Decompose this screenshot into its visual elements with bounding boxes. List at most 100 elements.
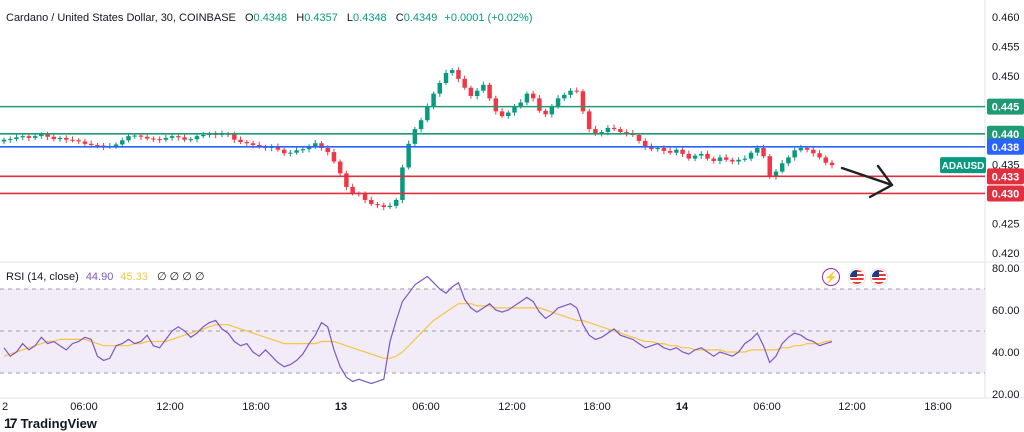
level-tag (987, 125, 1024, 142)
time-tick-label: 2 (2, 401, 8, 413)
tradingview-name: TradingView (20, 415, 97, 431)
time-tick-label: 06:00 (412, 401, 440, 413)
us-flag-icon[interactable] (848, 268, 866, 286)
candle-body (250, 143, 256, 146)
candle-body (144, 136, 150, 139)
candle-body (126, 136, 131, 141)
candle-body (506, 112, 511, 117)
time-tick-label: 18:00 (242, 401, 270, 413)
us-flag-icon[interactable] (870, 268, 888, 286)
time-tick-label: 06:00 (70, 401, 98, 413)
candle-body (761, 147, 766, 157)
candle-body (829, 162, 835, 166)
candle-body (779, 163, 785, 172)
level-tag (987, 185, 1024, 202)
candle-body (798, 147, 804, 151)
candle-body (443, 72, 449, 84)
candle-body (244, 142, 250, 144)
candle-body (549, 106, 555, 115)
level-tag-label: 0.440 (992, 129, 1020, 141)
candle-body (555, 98, 561, 107)
candle-body (730, 159, 735, 162)
level-tag (987, 168, 1024, 185)
price-tick-label: 0.460 (992, 12, 1020, 24)
rsi-tick-label: 20.00 (992, 389, 1020, 401)
open-value: 0.4348 (253, 12, 288, 24)
candle-body (456, 70, 461, 79)
candle-body (667, 150, 673, 153)
candle-body (680, 149, 685, 154)
close-value: 0.4349 (403, 12, 438, 24)
price-tick-label: 0.425 (992, 219, 1020, 231)
candle-body (518, 102, 523, 107)
candle-body (157, 139, 162, 141)
open-label: O (244, 12, 254, 24)
candle-body (325, 147, 330, 153)
candle-body (474, 90, 480, 96)
candle-body (767, 156, 772, 177)
candle-body (362, 194, 368, 200)
candle-body (804, 147, 810, 150)
time-tick-label: 18:00 (924, 401, 952, 413)
price-tick-label: 0.450 (992, 71, 1020, 83)
close-label: C (395, 12, 404, 24)
candle-body (20, 136, 25, 138)
candle-body (499, 111, 505, 117)
candle-body (350, 186, 355, 194)
candle-body (773, 171, 779, 177)
candle-body (562, 94, 567, 99)
candle-body (82, 141, 88, 144)
lightning-icon[interactable]: ⚡ (822, 268, 840, 286)
time-tick-label: 12:00 (838, 401, 866, 413)
candle-body (543, 110, 548, 115)
candle-body (580, 91, 586, 112)
candle-body (705, 153, 710, 159)
candle-body (599, 132, 604, 134)
candle-body (57, 137, 63, 140)
candle-body (375, 204, 380, 206)
candle-body (736, 159, 741, 162)
tradingview-logo[interactable]: 17 TradingView (4, 415, 97, 431)
level-tag (987, 98, 1024, 115)
rsi-ma-value: 45.33 (120, 271, 148, 283)
candle-body (88, 143, 94, 146)
time-tick-label: 18:00 (583, 401, 611, 413)
candle-body (39, 134, 44, 137)
candle-body (568, 90, 573, 95)
candle-body (120, 140, 125, 145)
candle-body (194, 136, 200, 140)
rsi-band (0, 289, 985, 373)
candle-body (232, 134, 237, 140)
price-tick-label: 0.420 (992, 248, 1020, 260)
tradingview-mark-icon: 17 (4, 415, 18, 431)
candle-body (493, 98, 499, 112)
candle-body (7, 139, 13, 141)
candle-body (593, 129, 598, 134)
candle-body (711, 158, 716, 161)
candle-body (636, 134, 642, 141)
candle-body (524, 93, 530, 103)
candle-body (655, 147, 660, 150)
candle-body (113, 144, 119, 147)
candle-body (70, 139, 75, 141)
candle-body (306, 146, 312, 150)
candle-body (823, 157, 829, 163)
change-value: +0.0001 (+0.02%) (444, 12, 533, 24)
candle-body (281, 149, 287, 154)
candle-body (748, 152, 754, 159)
symbol-title: Cardano / United States Dollar, 30, COIN… (6, 12, 236, 24)
rsi-tick-label: 40.00 (992, 347, 1020, 359)
candle-body (64, 137, 69, 140)
candle-body (717, 157, 723, 161)
candle-body (437, 83, 443, 94)
candle-body (300, 149, 306, 151)
time-tick-label: 12:00 (156, 401, 184, 413)
candle-body (487, 84, 492, 99)
candle-body (319, 143, 324, 148)
candle-body (574, 90, 579, 92)
candle-body (412, 129, 418, 144)
candle-body (344, 173, 349, 187)
candle-body (618, 129, 623, 133)
rsi-tick-label: 60.00 (992, 305, 1020, 317)
